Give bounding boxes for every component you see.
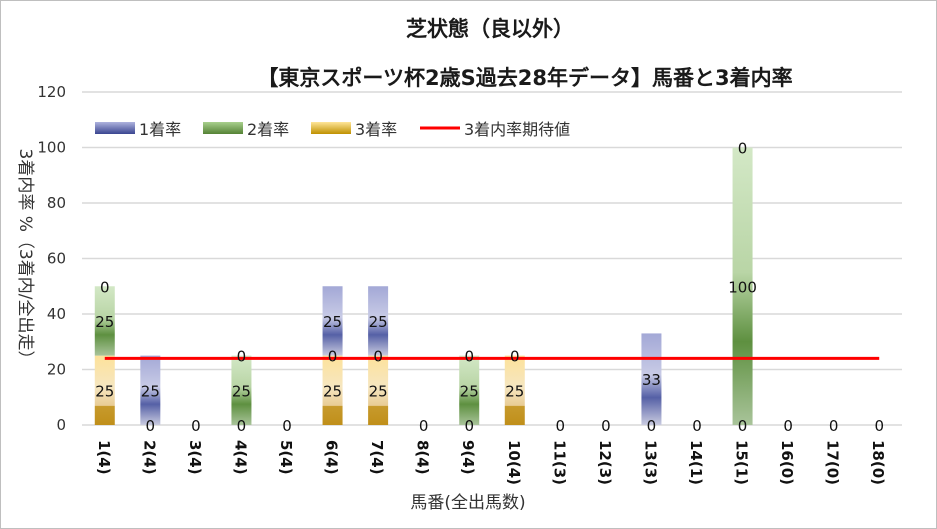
x-tick-label: 15(1)	[733, 440, 751, 485]
data-label: 0	[556, 417, 566, 435]
x-axis-title: 馬番(全出馬数)	[410, 493, 525, 513]
data-label: 0	[464, 417, 474, 435]
data-label: 25	[369, 313, 388, 331]
x-tick-label: 17(0)	[824, 440, 842, 485]
bar-2着率	[94, 286, 115, 356]
x-tick-label: 4(4)	[231, 440, 249, 475]
x-tick-label: 3(4)	[186, 440, 204, 475]
legend-swatch	[311, 122, 351, 134]
y-tick-label: 0	[56, 416, 66, 434]
legend: 1着率 2着率 3着率 3着内率期待値	[95, 120, 570, 139]
legend-label: 2着率	[247, 120, 289, 139]
data-label: 0	[282, 417, 292, 435]
data-label: 0	[783, 417, 793, 435]
data-label: 25	[505, 382, 524, 400]
data-label: 25	[369, 382, 388, 400]
data-label: 100	[728, 278, 757, 296]
data-label: 0	[237, 417, 247, 435]
x-tick-label: 6(4)	[323, 440, 341, 475]
data-label: 25	[323, 313, 342, 331]
x-tick-label: 13(3)	[641, 440, 659, 485]
bar-3着率	[368, 355, 389, 425]
y-tick-label: 40	[47, 305, 66, 323]
data-label: 0	[146, 417, 156, 435]
bar-3着率	[322, 355, 343, 425]
bar-1着率	[368, 286, 389, 356]
x-tick-label: 18(0)	[869, 440, 887, 485]
data-label: 0	[601, 417, 611, 435]
x-tick-label: 14(1)	[687, 440, 705, 485]
data-label: 25	[460, 382, 479, 400]
x-tick-label: 11(3)	[550, 440, 568, 485]
y-tick-label: 100	[37, 139, 66, 157]
data-label: 0	[419, 417, 429, 435]
bar-2着率	[459, 355, 480, 425]
y-axis-title: 3着内率 %（3着内/全出走）	[15, 149, 35, 368]
data-label: 0	[510, 348, 520, 366]
data-label: 0	[738, 140, 748, 158]
data-label: 0	[829, 417, 839, 435]
bar-2着率	[231, 355, 252, 425]
legend-label: 3着内率期待値	[464, 120, 570, 139]
bar-2着率	[732, 147, 753, 425]
bar-3着率	[504, 355, 525, 425]
legend-swatch	[203, 122, 243, 134]
y-tick-label: 20	[47, 361, 66, 379]
data-label: 0	[647, 417, 657, 435]
data-label: 25	[232, 382, 251, 400]
x-tick-label: 8(4)	[414, 440, 432, 475]
chart-subtitle: 【東京スポーツ杯2歳S過去28年データ】馬番と3着内率	[257, 66, 792, 90]
x-tick-label: 1(4)	[95, 440, 113, 475]
bar-1着率	[641, 333, 662, 425]
x-tick-label: 10(4)	[505, 440, 523, 485]
data-label: 0	[692, 417, 702, 435]
bar-3着率	[94, 355, 115, 425]
chart-title: 芝状態（良以外）	[406, 17, 574, 41]
data-label: 0	[237, 348, 247, 366]
legend-label: 3着率	[355, 120, 397, 139]
data-label: 0	[874, 417, 884, 435]
data-label: 25	[95, 313, 114, 331]
y-tick-label: 60	[47, 250, 66, 268]
x-tick-label: 12(3)	[596, 440, 614, 485]
data-label: 0	[464, 348, 474, 366]
legend-swatch	[95, 122, 135, 134]
data-label: 25	[141, 382, 160, 400]
legend-label: 1着率	[139, 120, 181, 139]
y-tick-label: 80	[47, 194, 66, 212]
data-label: 0	[738, 417, 748, 435]
bar-1着率	[322, 286, 343, 356]
data-label: 33	[642, 371, 661, 389]
x-tick-label: 9(4)	[459, 440, 477, 475]
data-label: 0	[373, 348, 383, 366]
x-tick-label: 5(4)	[277, 440, 295, 475]
y-tick-label: 120	[37, 83, 66, 101]
x-tick-label: 16(0)	[778, 440, 796, 485]
data-label: 25	[323, 382, 342, 400]
data-label: 0	[100, 278, 110, 296]
data-label: 0	[328, 348, 338, 366]
x-tick-label: 2(4)	[140, 440, 158, 475]
data-label: 0	[191, 417, 201, 435]
data-label: 25	[95, 382, 114, 400]
bar-1着率	[140, 355, 161, 425]
x-tick-label: 7(4)	[368, 440, 386, 475]
